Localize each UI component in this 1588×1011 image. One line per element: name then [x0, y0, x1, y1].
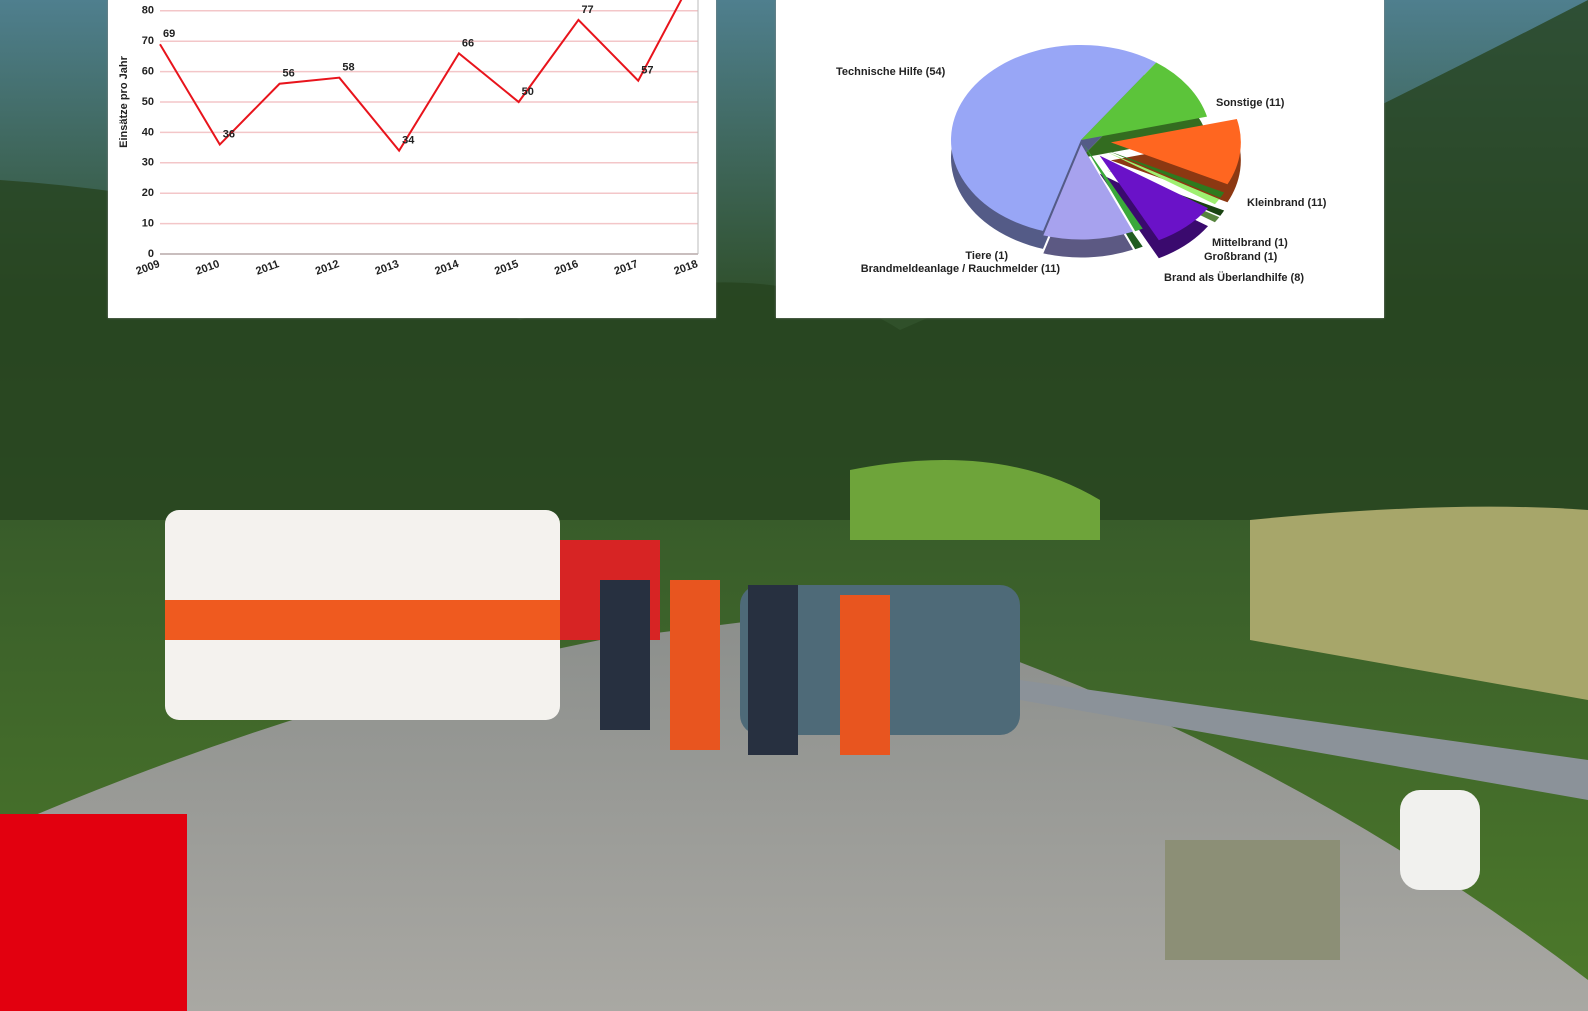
pie-label: Tiere (1) — [965, 250, 1008, 262]
pie-label: Technische Hilfe (54) — [836, 66, 946, 78]
x-tick-label: 2017 — [613, 258, 640, 278]
x-tick-label: 2015 — [493, 258, 520, 278]
x-tick-label: 2010 — [194, 258, 221, 278]
x-tick-label: 2018 — [672, 258, 699, 278]
data-label: 56 — [283, 68, 295, 80]
data-label: 34 — [402, 135, 415, 147]
y-tick-label: 80 — [142, 5, 154, 17]
y-tick-label: 60 — [142, 66, 154, 78]
pie-label: Kleinbrand (11) — [1247, 197, 1327, 209]
value-label: (11) — [1308, 197, 1327, 209]
category-name: Brandmeldeanlage / Rauchmelder — [861, 263, 1039, 275]
line-series — [160, 0, 698, 151]
x-tick-label: 2016 — [553, 258, 580, 278]
line-chart-panel: Einsätze pro Jahr 0 10 20 30 40 50 60 70 80 69 200… — [108, 0, 716, 318]
value-label: (8) — [1291, 272, 1305, 284]
y-tick-label: 30 — [142, 157, 154, 169]
y-tick-label: 10 — [142, 218, 154, 230]
data-label: 50 — [522, 86, 534, 98]
value-label: (11) — [1266, 97, 1285, 109]
x-tick-label: 2009 — [134, 258, 161, 278]
category-name: Mittelbrand — [1212, 237, 1271, 249]
category-name: Sonstige — [1216, 97, 1262, 109]
category-name: Tiere — [965, 250, 991, 262]
value-label: (54) — [926, 66, 946, 78]
category-name: Brand als Überlandhilfe — [1164, 271, 1287, 284]
value-label: (11) — [1041, 263, 1060, 275]
data-label: 36 — [223, 128, 235, 140]
y-axis-label: Einsätze pro Jahr — [118, 55, 130, 147]
pie-chart-panel: Technische Hilfe (54)Sonstige (11)Kleinb… — [776, 0, 1384, 318]
red-block — [0, 814, 187, 1011]
pie-label: Großbrand (1) — [1204, 251, 1278, 263]
y-tick-label: 70 — [142, 35, 154, 47]
x-tick-label: 2012 — [314, 258, 341, 278]
value-label: (1) — [1274, 237, 1288, 249]
data-label: 69 — [163, 28, 175, 40]
data-label: 66 — [462, 37, 474, 49]
x-tick-label: 2014 — [433, 258, 461, 278]
data-label: 77 — [581, 4, 593, 16]
page: {"chart_data": [ {"type": "line", "y_lab… — [0, 0, 1588, 1011]
value-label: (1) — [1264, 251, 1278, 263]
line-chart: Einsätze pro Jahr 0 10 20 30 40 50 60 70 80 69 200… — [108, 0, 716, 318]
y-tick-label: 40 — [142, 126, 154, 138]
category-name: Großbrand — [1204, 251, 1261, 263]
value-label: (1) — [995, 250, 1009, 262]
data-label: 57 — [641, 65, 653, 77]
data-label: 58 — [342, 62, 354, 74]
pie-label: Sonstige (11) — [1216, 97, 1285, 109]
category-name: Kleinbrand — [1247, 197, 1304, 209]
pie-label: Mittelbrand (1) — [1212, 237, 1288, 249]
pie-chart: Technische Hilfe (54)Sonstige (11)Kleinb… — [776, 0, 1384, 318]
x-tick-label: 2011 — [254, 258, 281, 277]
pie-label: Brandmeldeanlage / Rauchmelder (11) — [861, 263, 1061, 275]
x-tick-label: 2013 — [374, 258, 401, 278]
y-tick-label: 0 — [148, 248, 154, 260]
pie-label: Brand als Überlandhilfe (8) — [1164, 271, 1304, 284]
category-name: Technische Hilfe — [836, 66, 923, 78]
y-tick-label: 50 — [142, 96, 154, 108]
y-tick-label: 20 — [142, 187, 154, 199]
